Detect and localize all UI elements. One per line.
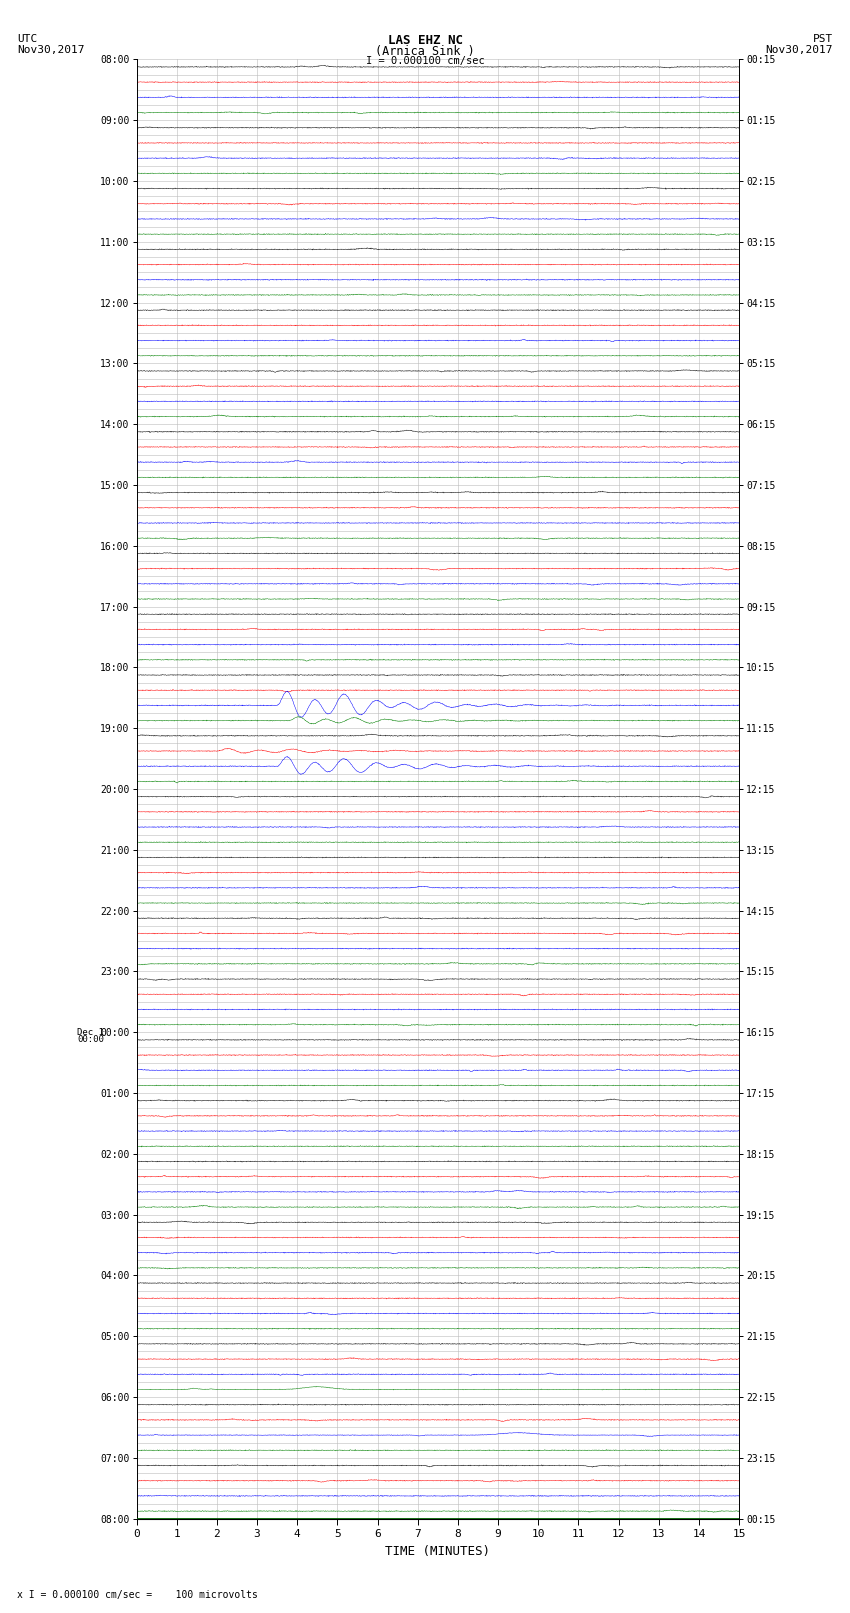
Text: 00:00: 00:00 [77,1036,105,1044]
Text: UTC: UTC [17,34,37,44]
X-axis label: TIME (MINUTES): TIME (MINUTES) [385,1545,490,1558]
Text: I = 0.000100 cm/sec: I = 0.000100 cm/sec [366,56,484,66]
Text: LAS EHZ NC: LAS EHZ NC [388,34,462,47]
Text: Nov30,2017: Nov30,2017 [766,45,833,55]
Text: x I = 0.000100 cm/sec =    100 microvolts: x I = 0.000100 cm/sec = 100 microvolts [17,1590,258,1600]
Text: Nov30,2017: Nov30,2017 [17,45,84,55]
Text: PST: PST [813,34,833,44]
Text: Dec 1: Dec 1 [77,1027,105,1037]
Text: (Arnica Sink ): (Arnica Sink ) [375,45,475,58]
